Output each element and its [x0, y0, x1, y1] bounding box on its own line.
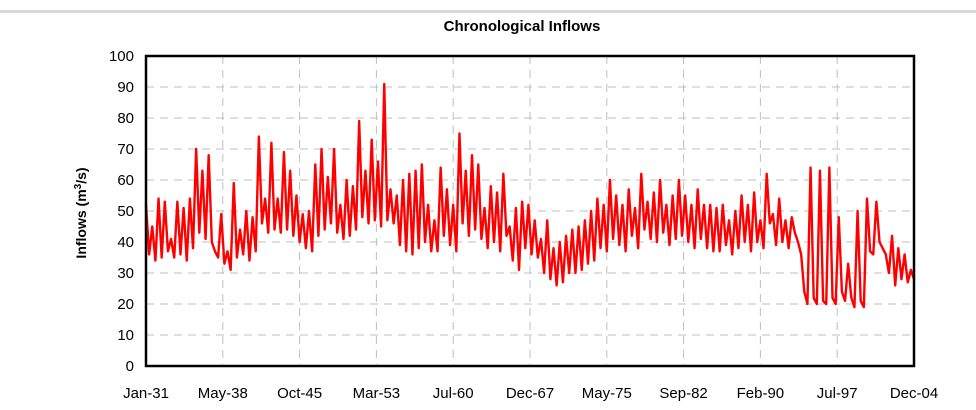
- x-tick-label: Dec-04: [890, 385, 938, 402]
- y-axis-label-sup: 3: [73, 183, 84, 189]
- top-divider: [0, 10, 976, 13]
- x-tick-label: May-38: [198, 385, 248, 402]
- x-tick-label: Jan-31: [123, 385, 169, 402]
- x-tick-label: Oct-45: [277, 385, 322, 402]
- y-tick-label: 0: [126, 358, 134, 375]
- x-tick-label: Feb-90: [737, 385, 785, 402]
- y-tick-label: 40: [117, 234, 134, 251]
- y-axis-label-before: Inflows (m: [73, 189, 89, 258]
- y-tick-label: 30: [117, 265, 134, 282]
- plot-frame: [144, 54, 916, 368]
- x-axis-ticks: Jan-31 May-38 Oct-45 Mar-53 Jul-60 Dec-67 May-…: [123, 385, 938, 402]
- y-tick-label: 100: [109, 48, 134, 65]
- y-tick-label: 90: [117, 79, 134, 96]
- x-tick-label: Mar-53: [353, 385, 401, 402]
- y-tick-label: 20: [117, 296, 134, 313]
- x-tick-label: Jul-60: [433, 385, 474, 402]
- y-axis-label-after: /s): [73, 167, 89, 183]
- series-inflows-line: [144, 82, 916, 309]
- y-tick-label: 80: [117, 110, 134, 127]
- y-axis-label: Inflows (m3/s): [73, 167, 89, 258]
- x-tick-label: Sep-82: [659, 385, 707, 402]
- y-tick-label: 10: [117, 327, 134, 344]
- y-tick-label: 50: [117, 203, 134, 220]
- chart-title: Chronological Inflows: [444, 18, 601, 35]
- y-tick-label: 70: [117, 141, 134, 158]
- y-axis-ticks: 0 10 20 30 40 50 60 70 80 90 100: [109, 48, 134, 375]
- x-tick-label: Jul-97: [817, 385, 858, 402]
- x-tick-label: Dec-67: [506, 385, 554, 402]
- x-tick-label: May-75: [582, 385, 632, 402]
- y-tick-label: 60: [117, 172, 134, 189]
